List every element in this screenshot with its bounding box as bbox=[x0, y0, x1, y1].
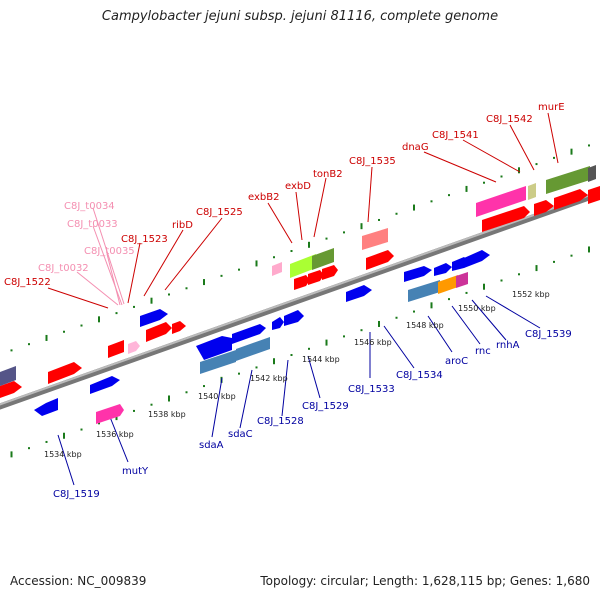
gene-label-aroc[interactable]: aroC bbox=[445, 356, 468, 367]
gene-label-mure[interactable]: murE bbox=[538, 102, 565, 113]
genome-summary-text: Topology: circular; Length: 1,628,115 bp… bbox=[260, 574, 590, 588]
gene-label-c8j-1534[interactable]: C8J_1534 bbox=[396, 370, 443, 381]
callout-lines-trna bbox=[76, 207, 125, 306]
trna-label-c8j-t0033[interactable]: C8J_t0033 bbox=[67, 219, 118, 230]
gene-label-ribd[interactable]: ribD bbox=[172, 220, 193, 231]
kbp-label-1552: 1552 kbp bbox=[512, 290, 550, 299]
kbp-label-1548: 1548 kbp bbox=[406, 321, 444, 330]
gene-label-tonb2[interactable]: tonB2 bbox=[313, 169, 343, 180]
strand-ticks bbox=[10, 144, 590, 458]
gene-label-exbb2[interactable]: exbB2 bbox=[248, 192, 279, 203]
genome-backbone-highlight bbox=[0, 190, 600, 406]
callout-lines-top bbox=[47, 112, 559, 309]
kbp-label-1534: 1534 kbp bbox=[44, 450, 82, 459]
kbp-label-1540: 1540 kbp bbox=[198, 392, 236, 401]
gene-label-sdac[interactable]: sdaC bbox=[228, 429, 253, 440]
gene-label-rnc[interactable]: rnc bbox=[475, 346, 491, 357]
gene-label-c8j-1541[interactable]: C8J_1541 bbox=[432, 130, 479, 141]
gene-label-muty[interactable]: mutY bbox=[122, 466, 149, 477]
gene-label-exbd[interactable]: exbD bbox=[285, 181, 311, 192]
gene-label-c8j-1529[interactable]: C8J_1529 bbox=[302, 401, 349, 412]
kbp-label-1544: 1544 kbp bbox=[302, 355, 340, 364]
trna-label-c8j-t0034[interactable]: C8J_t0034 bbox=[64, 201, 115, 212]
plus-strand-genes bbox=[0, 186, 600, 398]
kbp-labels: 1534 kbp 1536 kbp 1538 kbp 1540 kbp 1542… bbox=[44, 290, 550, 459]
accession-text: Accession: NC_009839 bbox=[10, 574, 147, 588]
kbp-label-1536: 1536 kbp bbox=[96, 430, 134, 439]
gene-label-rnha[interactable]: rnhA bbox=[496, 340, 520, 351]
gene-label-c8j-1528[interactable]: C8J_1528 bbox=[257, 416, 304, 427]
plus-strand-features bbox=[96, 165, 596, 424]
gene-label-sdaa[interactable]: sdaA bbox=[199, 440, 224, 451]
trna-label-c8j-t0035[interactable]: C8J_t0035 bbox=[84, 246, 135, 257]
gene-label-c8j-1542[interactable]: C8J_1542 bbox=[486, 114, 533, 125]
gene-label-c8j-1522[interactable]: C8J_1522 bbox=[4, 277, 51, 288]
top-labels: C8J_1522 C8J_t0032 C8J_t0035 C8J_t0033 C… bbox=[4, 102, 565, 288]
genome-backbone bbox=[0, 190, 600, 410]
gene-label-c8j-1523[interactable]: C8J_1523 bbox=[121, 234, 168, 245]
minus-strand-genes bbox=[0, 250, 490, 416]
bottom-labels: C8J_1519 mutY sdaA sdaC C8J_1528 C8J_152… bbox=[53, 329, 572, 500]
gene-label-dnag[interactable]: dnaG bbox=[402, 142, 429, 153]
gene-label-c8j-1539[interactable]: C8J_1539 bbox=[525, 329, 572, 340]
gene-label-c8j-1525[interactable]: C8J_1525 bbox=[196, 207, 243, 218]
gene-label-c8j-1533[interactable]: C8J_1533 bbox=[348, 384, 395, 395]
callout-lines-bottom bbox=[57, 295, 541, 486]
trna-label-c8j-t0032[interactable]: C8J_t0032 bbox=[38, 263, 89, 274]
kbp-label-1538: 1538 kbp bbox=[148, 410, 186, 419]
kbp-label-1542: 1542 kbp bbox=[250, 374, 288, 383]
gene-label-c8j-1519[interactable]: C8J_1519 bbox=[53, 489, 100, 500]
map-title: Campylobacter jejuni subsp. jejuni 81116… bbox=[101, 9, 499, 24]
gene-label-c8j-1535[interactable]: C8J_1535 bbox=[349, 156, 396, 167]
kbp-label-1550: 1550 kbp bbox=[458, 304, 496, 313]
kbp-label-1546: 1546 kbp bbox=[354, 338, 392, 347]
